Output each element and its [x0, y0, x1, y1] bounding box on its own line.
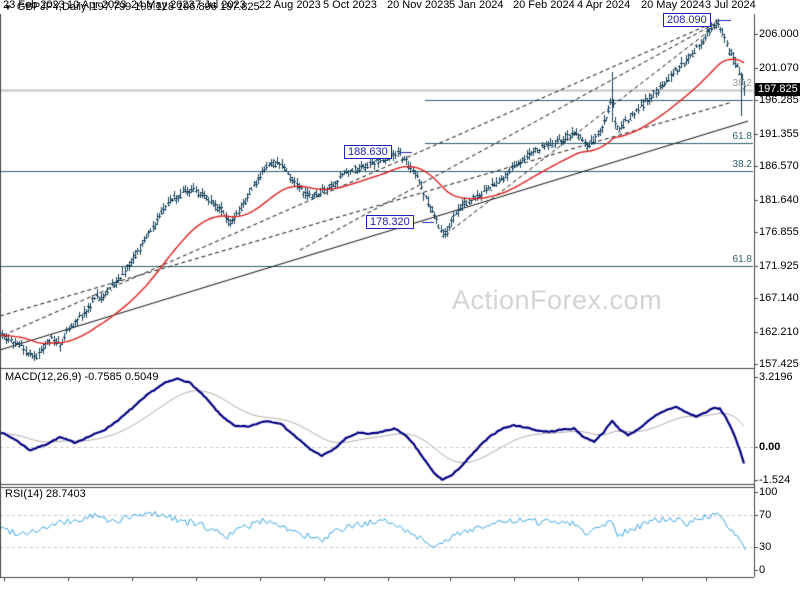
rsi-axis-label: 30	[759, 541, 772, 553]
price-axis-label: 176.855	[759, 226, 799, 238]
date-label: 5 Oct 2023	[323, 0, 377, 11]
macd-axis-label: 3.2196	[759, 371, 793, 383]
fib-label: 61.8	[732, 131, 752, 142]
date-label: 20 Nov 2023	[387, 0, 450, 11]
price-axis-label: 206.000	[759, 28, 799, 40]
price-level-annotation: 178.320	[366, 215, 414, 229]
price-axis-label: 186.570	[759, 160, 799, 172]
price-axis-label: 167.140	[759, 292, 799, 304]
fib-label: 38.2	[732, 78, 752, 89]
macd-axis-label: 0.00	[759, 441, 781, 453]
rsi-axis-label: 100	[759, 486, 778, 498]
price-axis-label: 196.285	[759, 94, 799, 106]
date-label: 20 May 2024	[641, 0, 705, 11]
date-label: 20 Feb 2024	[513, 0, 575, 11]
price-axis-label: 162.210	[759, 326, 799, 338]
collapse-arrow-icon[interactable]: ▼	[4, 2, 12, 12]
price-level-annotation: 188.630	[344, 145, 392, 159]
date-label: 7 Jul 2023	[195, 0, 246, 11]
price-axis-label: 191.355	[759, 128, 799, 140]
price-axis-label: 157.425	[759, 358, 799, 370]
fib-label: 61.8	[732, 254, 752, 265]
price-axis-label: 201.070	[759, 62, 799, 74]
date-label: 5 Jan 2024	[449, 0, 504, 11]
date-label: 24 May 2023	[131, 0, 195, 11]
price-level-annotation: 208.090	[663, 13, 711, 27]
price-axis-label: 181.640	[759, 194, 799, 206]
macd-axis-label: -1.524	[759, 474, 791, 486]
macd-indicator-label: MACD(12,26,9) -0.7585 0.5049	[5, 371, 159, 383]
rsi-indicator-label: RSI(14) 28.7403	[5, 488, 86, 500]
price-axis-label: 171.925	[759, 260, 799, 272]
date-label: 10 Apr 2023	[67, 0, 127, 11]
ohlc-values: 197.799 199.128 196.896 197.825	[91, 1, 260, 13]
symbol-period-label: GBPJPY,Daily	[16, 1, 87, 13]
rsi-axis-label: 70	[759, 509, 772, 521]
chart-title: ▼ GBPJPY,Daily 197.799 199.128 196.896 1…	[4, 1, 260, 13]
current-price-tag: 197.825	[755, 83, 800, 96]
date-label: 23 Feb 2023	[3, 0, 65, 11]
date-label: 4 Apr 2024	[577, 0, 631, 11]
rsi-axis-label: 0	[759, 564, 766, 576]
fib-label: 38.2	[732, 159, 752, 170]
date-label: 3 Jul 2024	[705, 0, 756, 11]
date-label: 22 Aug 2023	[259, 0, 321, 11]
